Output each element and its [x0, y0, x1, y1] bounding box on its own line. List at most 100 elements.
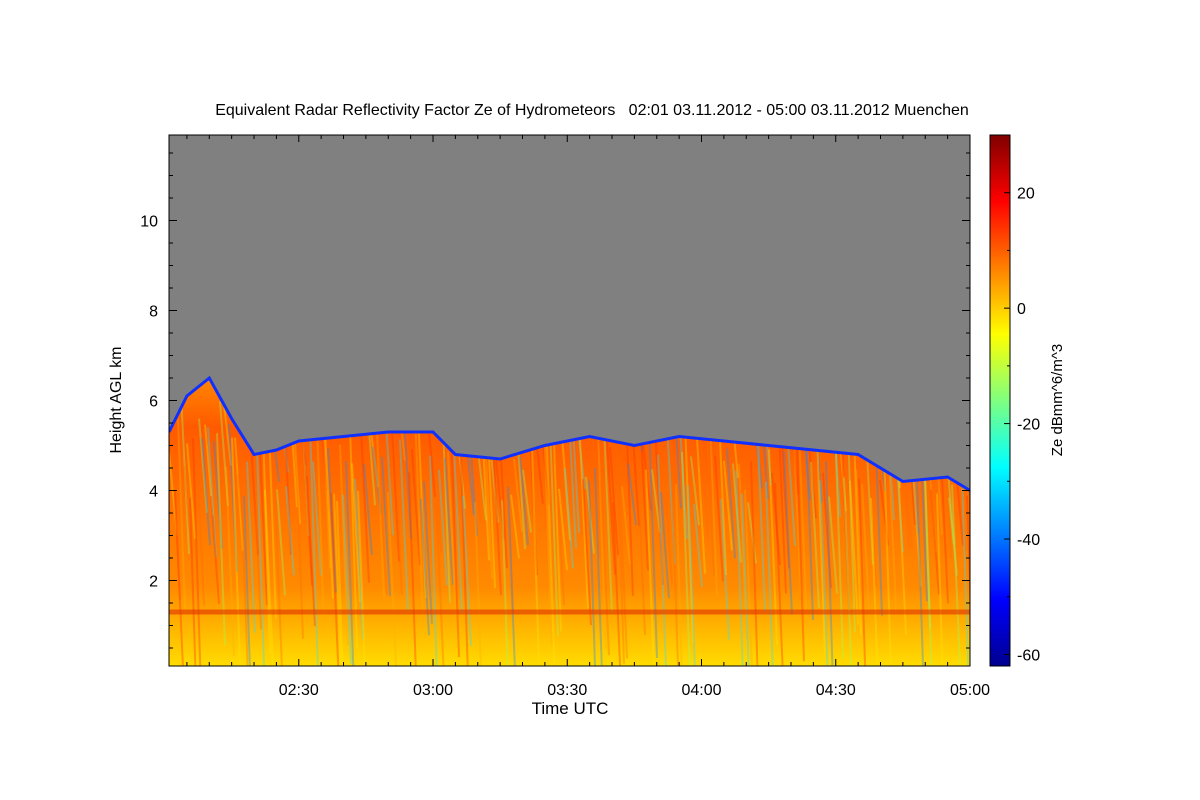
fall-streak	[627, 463, 637, 526]
fall-streak	[306, 475, 316, 627]
fall-streak	[276, 489, 286, 596]
fall-streak	[501, 500, 511, 666]
fall-streak	[690, 456, 700, 526]
fall-streak	[258, 428, 268, 606]
fall-streak	[303, 442, 313, 586]
fall-streak	[393, 433, 403, 596]
fall-streak	[423, 481, 433, 624]
fall-streak	[210, 496, 220, 604]
fall-streak	[183, 465, 193, 558]
fall-streak	[459, 430, 469, 666]
fall-streak	[246, 461, 256, 633]
fall-streak	[681, 452, 691, 666]
colorbar-tick-label: -60	[1017, 647, 1040, 664]
fall-streak	[798, 433, 808, 625]
fall-streak	[519, 456, 529, 546]
fall-streak	[618, 471, 628, 659]
fall-streak	[336, 501, 346, 666]
x-tick-label: 02:30	[279, 682, 319, 699]
fall-streak	[588, 480, 598, 666]
fall-streak	[720, 499, 730, 641]
fall-streak	[228, 423, 238, 572]
fall-streak	[414, 412, 424, 620]
fall-streak	[312, 461, 322, 576]
fall-streak	[231, 437, 241, 666]
fall-streak	[477, 449, 487, 521]
fall-streak	[636, 452, 646, 636]
fall-streak	[543, 422, 553, 646]
fall-streak	[552, 415, 562, 632]
fall-streak	[174, 490, 184, 666]
fall-streak	[546, 446, 556, 666]
fall-streak	[429, 455, 439, 666]
x-tick-label: 04:30	[816, 682, 856, 699]
fall-streak	[195, 435, 205, 606]
fall-streak	[240, 476, 250, 666]
fall-streak	[558, 488, 568, 571]
fall-streak	[252, 432, 262, 630]
fall-streak	[564, 468, 574, 569]
fall-streak	[843, 477, 853, 666]
fall-streak	[771, 472, 781, 566]
fall-streak	[621, 485, 631, 565]
fall-streak	[666, 425, 676, 564]
fall-streak	[450, 431, 460, 658]
fall-streak	[774, 482, 784, 666]
fall-streak	[579, 438, 589, 609]
fall-streak	[180, 394, 190, 554]
fall-streak	[387, 492, 397, 666]
fall-streak	[948, 497, 958, 576]
fall-streak	[642, 444, 652, 511]
fall-streak	[351, 463, 361, 602]
fall-streak	[615, 413, 625, 664]
fall-streak	[609, 447, 619, 556]
fall-streak	[294, 420, 304, 639]
fall-streak	[453, 448, 463, 614]
fall-streak	[324, 430, 334, 599]
fall-streak	[612, 502, 622, 666]
fall-streak	[684, 420, 694, 643]
fall-streak	[237, 474, 247, 561]
fall-streak	[507, 486, 517, 666]
fall-streak	[606, 438, 616, 575]
fall-streak	[255, 416, 265, 666]
fall-streak	[858, 478, 868, 666]
fall-streak	[663, 465, 673, 586]
fall-streak	[522, 469, 532, 533]
fall-streak	[345, 461, 355, 666]
fall-streak	[705, 418, 715, 576]
fall-streak	[810, 461, 820, 608]
fall-streak	[309, 425, 319, 666]
fall-streak	[819, 480, 829, 666]
fall-streak	[513, 458, 523, 532]
y-tick-label: 2	[149, 574, 158, 591]
fall-streak	[897, 466, 907, 635]
fall-streak	[696, 437, 706, 574]
fall-streak	[375, 407, 385, 599]
x-tick-label: 05:00	[950, 682, 990, 699]
y-axis-label: Height AGL km	[108, 346, 125, 453]
fall-streak	[591, 421, 601, 559]
bright-band	[169, 609, 970, 615]
colorbar-tick-label: -20	[1017, 417, 1040, 434]
fall-streak	[285, 486, 295, 576]
colorbar-label: Ze dBmm^6/m^3	[1049, 344, 1066, 456]
colorbar-ticks: 20 0 -20 -40 -60	[1004, 134, 1040, 664]
x-tick-label: 04:00	[681, 682, 721, 699]
fall-streak	[924, 471, 934, 666]
fall-streak	[879, 479, 889, 546]
fall-streak	[177, 419, 187, 636]
fall-streak	[744, 489, 754, 666]
fall-streak	[447, 451, 457, 626]
fall-streak	[417, 412, 427, 599]
fall-streak	[273, 469, 283, 666]
colorbar: 20 0 -20 -40 -60 Ze dBmm^6/m^3	[989, 134, 1066, 667]
fall-streak	[549, 427, 559, 636]
fall-streak	[687, 485, 697, 666]
fall-streak	[225, 466, 235, 657]
fall-streak	[795, 412, 805, 662]
fall-streak	[861, 483, 871, 629]
colorbar-gradient	[989, 134, 1011, 667]
fall-streak	[495, 459, 505, 540]
echo-top-edge	[169, 375, 970, 492]
